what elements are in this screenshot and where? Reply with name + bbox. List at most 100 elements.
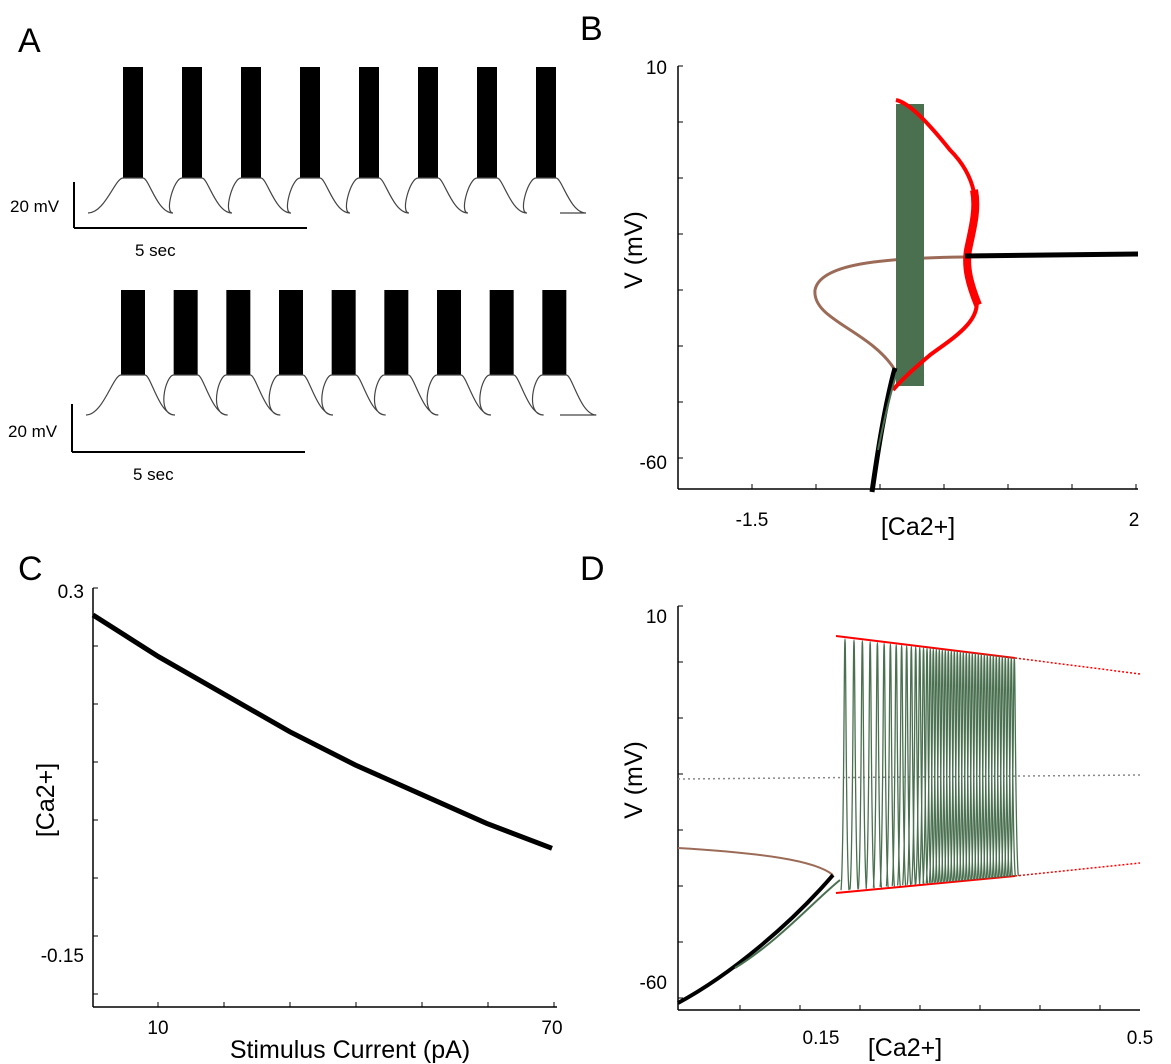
burst bbox=[241, 67, 261, 178]
spike bbox=[857, 640, 868, 889]
panel-b-ytick-top: 10 bbox=[646, 58, 667, 79]
spike bbox=[976, 653, 986, 879]
panel-d-spiking-trajectory bbox=[840, 638, 1019, 891]
spike bbox=[922, 647, 932, 884]
panel-b-upper-stable-branch bbox=[964, 251, 1139, 259]
spike bbox=[946, 650, 956, 882]
spike bbox=[872, 641, 883, 888]
spike bbox=[879, 642, 889, 888]
spike bbox=[979, 653, 989, 879]
scalebar-a-bottom-voltage-label: 20 mV bbox=[8, 422, 58, 441]
burst bbox=[331, 290, 356, 375]
spike bbox=[982, 654, 992, 879]
panel-label-d: D bbox=[580, 550, 605, 588]
burst bbox=[437, 290, 461, 375]
panel-d-xtick-right: 0.5 bbox=[1127, 1028, 1153, 1049]
spike bbox=[943, 649, 953, 882]
burst bbox=[418, 67, 438, 178]
spike bbox=[896, 644, 907, 886]
spike bbox=[994, 655, 1004, 878]
panel-c-x-axis-label: Stimulus Current (pA) bbox=[230, 1036, 470, 1064]
voltage-trace-line bbox=[85, 374, 597, 416]
panel-c-ytick-bottom: -0.15 bbox=[41, 946, 84, 967]
spike bbox=[955, 651, 965, 881]
spike bbox=[940, 649, 950, 882]
burst bbox=[384, 290, 409, 375]
panel-d-cycle-min-dotted bbox=[1014, 862, 1141, 877]
spike bbox=[964, 652, 974, 880]
panel-a-bottom-trace bbox=[85, 290, 597, 416]
burst bbox=[123, 67, 143, 178]
panel-b-limit-cycle-thick bbox=[963, 189, 982, 307]
panel-d-xtick-left: 0.15 bbox=[803, 1028, 840, 1049]
panel-d-x-axis-label: [Ca2+] bbox=[868, 1034, 942, 1062]
burst bbox=[477, 67, 497, 178]
spike bbox=[931, 648, 941, 883]
panel-c-xtick-left: 10 bbox=[147, 1018, 168, 1039]
spike bbox=[967, 652, 977, 880]
panel-a-top-trace bbox=[87, 67, 587, 214]
spike bbox=[958, 651, 968, 881]
panel-d-unstable-equilibrium-branch bbox=[677, 774, 1141, 780]
panel-b-trajectory-tail bbox=[877, 371, 898, 451]
spike bbox=[849, 639, 859, 890]
voltage-trace-line bbox=[87, 177, 587, 214]
spike bbox=[961, 651, 971, 881]
spike bbox=[952, 650, 962, 881]
panel-label-a: A bbox=[18, 22, 41, 60]
burst bbox=[489, 290, 514, 375]
spike bbox=[885, 643, 896, 887]
panel-d-ytick-top: 10 bbox=[646, 607, 667, 628]
spike bbox=[997, 655, 1007, 878]
panel-b-xtick-left: -1.5 bbox=[736, 510, 769, 531]
burst bbox=[300, 67, 320, 178]
spike bbox=[925, 647, 935, 884]
spike bbox=[1000, 656, 1010, 877]
panel-c-y-axis-label: [Ca2+] bbox=[32, 763, 60, 837]
spike bbox=[985, 654, 995, 879]
scalebar-a-top-time-label: 5 sec bbox=[135, 241, 176, 260]
burst bbox=[279, 290, 303, 375]
burst bbox=[173, 290, 198, 375]
panel-c-data-line bbox=[91, 612, 553, 851]
panel-label-c: C bbox=[18, 550, 43, 588]
panel-b-xtick-right: 2 bbox=[1129, 510, 1140, 531]
burst bbox=[121, 290, 145, 375]
scalebar-a-top-voltage-label: 20 mV bbox=[10, 197, 60, 216]
burst bbox=[542, 290, 567, 375]
panel-b-x-axis-label: [Ca2+] bbox=[881, 513, 955, 541]
spike bbox=[928, 648, 938, 883]
burst bbox=[226, 290, 251, 375]
spike bbox=[1003, 656, 1013, 877]
spike bbox=[949, 650, 959, 882]
burst bbox=[182, 67, 202, 178]
panel-d-minor-ticks bbox=[678, 605, 1101, 1010]
panel-d-stable-branch bbox=[677, 873, 835, 1005]
spike bbox=[891, 644, 901, 887]
panel-d-ytick-bottom: -60 bbox=[640, 973, 667, 994]
spike bbox=[865, 641, 875, 889]
panel-b-minor-ticks bbox=[678, 65, 1137, 489]
panel-d-cycle-max-solid bbox=[835, 635, 1016, 659]
panel-b-ytick-bottom: -60 bbox=[640, 453, 667, 474]
panel-d-cycle-max-dotted bbox=[1014, 657, 1141, 675]
panel-d-unstable-branch bbox=[677, 847, 834, 876]
panel-d-axes: 10 -60 0.15 0.5 [Ca2+] V (mV) bbox=[620, 605, 1153, 1062]
scalebar-a-bottom-time-label: 5 sec bbox=[133, 465, 174, 484]
panel-d-y-axis-label: V (mV) bbox=[620, 741, 648, 819]
spike bbox=[991, 655, 1001, 878]
spike bbox=[937, 649, 947, 883]
panel-c-ytick-top: 0.3 bbox=[58, 582, 84, 603]
panel-label-b: B bbox=[580, 10, 603, 48]
spike bbox=[1006, 656, 1016, 877]
panel-d-trajectory-tail bbox=[734, 879, 841, 969]
panel-b-lower-stable-branch bbox=[869, 367, 898, 493]
spike bbox=[973, 653, 983, 880]
panel-b-trajectory-band bbox=[896, 104, 924, 386]
burst bbox=[536, 67, 556, 178]
spike bbox=[902, 645, 912, 886]
spike bbox=[934, 648, 944, 883]
panel-c-axes: 0.3 -0.15 10 70 Stimulus Current (pA) [C… bbox=[32, 582, 563, 1064]
spike bbox=[840, 638, 850, 891]
